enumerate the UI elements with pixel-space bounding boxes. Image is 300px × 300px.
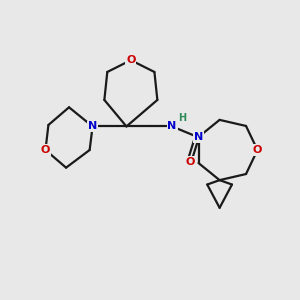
Text: O: O — [185, 157, 194, 167]
Text: N: N — [194, 132, 203, 142]
Text: O: O — [126, 55, 136, 65]
Text: O: O — [253, 145, 262, 155]
Text: H: H — [178, 113, 187, 123]
Text: N: N — [88, 122, 97, 131]
Text: N: N — [167, 122, 177, 131]
Text: O: O — [41, 145, 50, 155]
